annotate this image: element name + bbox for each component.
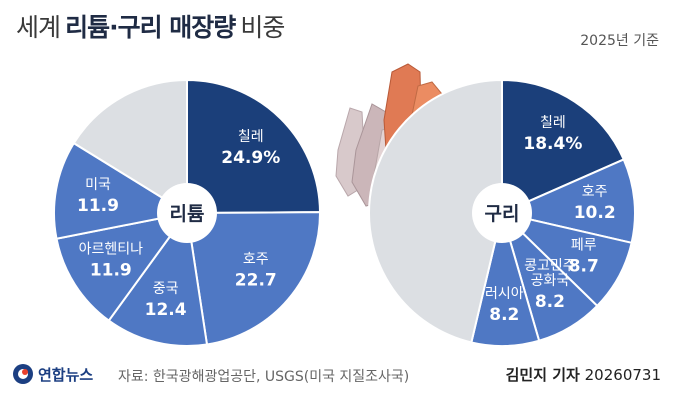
- title-part3: 비중: [240, 13, 285, 42]
- source-note: 자료: 한국광해광업공단, USGS(미국 지질조사국): [118, 369, 410, 385]
- slice-label: 호주: [243, 252, 269, 268]
- slice-label: 미국: [85, 177, 111, 193]
- slice-value: 12.4: [145, 300, 187, 320]
- slice-label: 공화국: [531, 273, 570, 289]
- pie-slice: [368, 78, 503, 344]
- pie-slice: [107, 210, 209, 347]
- slice-value: 18.4%: [523, 134, 582, 154]
- publish-date: 20260731: [584, 366, 661, 384]
- slice-value: 10.2: [574, 203, 616, 223]
- title-row: 세계 리튬·구리 매장량 비중: [16, 8, 285, 48]
- pie-slice: [186, 78, 322, 215]
- pie-slice: [501, 78, 626, 215]
- pie-slice: [53, 141, 190, 240]
- author-name: 김민지 기자: [505, 366, 580, 384]
- pie-center: [472, 183, 532, 243]
- slice-value: 24.9%: [221, 148, 280, 168]
- pie-slice: [185, 211, 321, 346]
- title-part1: 세계: [16, 13, 61, 42]
- slice-label: 칠레: [238, 129, 264, 145]
- pie-slice: [498, 158, 636, 245]
- center-label: 구리: [485, 203, 520, 225]
- slice-value: 8.2: [489, 305, 519, 325]
- slice-value: 8.7: [569, 257, 599, 277]
- logo-text: 연합뉴스: [38, 365, 94, 384]
- slice-value: 8.2: [535, 292, 565, 312]
- title-part2: 리튬·구리 매장량: [65, 13, 236, 42]
- author-credit: 김민지 기자 20260731: [506, 364, 661, 385]
- pie-center: [157, 183, 217, 243]
- logo: 연합뉴스: [12, 360, 93, 388]
- lithium-pie: 칠레 24.9% 호주 22.7 중국 12.4 아르헨티나 11.9 미국 11.9 리튬: [53, 78, 322, 347]
- slice-label: 칠레: [540, 115, 566, 131]
- pie-slice: [55, 211, 190, 322]
- slice-value: 11.9: [77, 196, 119, 216]
- slice-label: 호주: [582, 184, 608, 200]
- pie-slice: [72, 78, 188, 215]
- center-label: 리튬: [170, 203, 205, 225]
- slice-value: 11.9: [90, 261, 132, 281]
- slice-label: 콩고민주: [524, 258, 576, 274]
- year-note: 2025년 기준: [580, 33, 659, 49]
- slice-label: 페루: [571, 238, 597, 254]
- slice-label: 중국: [153, 281, 179, 297]
- slice-label: 아르헨티나: [79, 242, 144, 258]
- yonhap-logo-icon: [13, 364, 33, 384]
- slice-label: 러시아: [485, 286, 524, 302]
- slice-value: 22.7: [235, 271, 277, 291]
